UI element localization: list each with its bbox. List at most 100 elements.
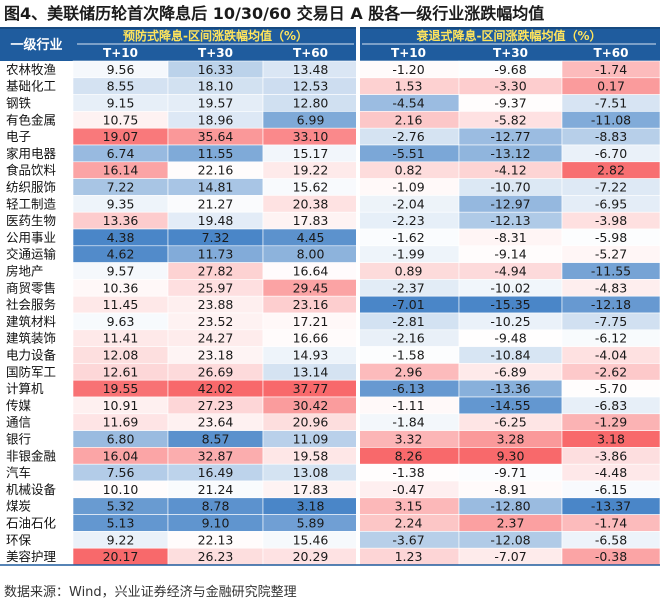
cell-value: 6.80 <box>107 432 135 447</box>
cell-value: -6.89 <box>494 364 526 379</box>
cell-value: 2.82 <box>597 163 625 178</box>
cell-value: 21.27 <box>198 196 234 211</box>
cell-value: -9.48 <box>494 331 526 346</box>
row-label: 电子 <box>6 129 31 144</box>
cell-value: 16.04 <box>103 448 139 463</box>
cell-value: 15.62 <box>293 180 329 195</box>
cell-value: 1.53 <box>395 79 423 94</box>
cell-value: -4.12 <box>494 163 526 178</box>
row-label: 建筑装饰 <box>6 331 56 346</box>
row-label: 国防军工 <box>6 364 56 379</box>
cell-value: 33.10 <box>293 129 329 144</box>
cell-value: -12.08 <box>490 532 530 547</box>
cell-value: 9.63 <box>107 314 135 329</box>
row-label-bg <box>0 145 73 162</box>
cell-value: 16.14 <box>103 163 139 178</box>
cell-value: -0.47 <box>392 482 424 497</box>
cell-value: 10.75 <box>103 112 139 127</box>
cell-value: 8.26 <box>395 448 423 463</box>
cell-value: 6.99 <box>297 112 325 127</box>
group-header-1: 预防式降息-区间涨跌幅均值（%） <box>123 28 308 43</box>
row-label: 家用电器 <box>6 146 57 161</box>
row-label: 食品饮料 <box>6 163 57 178</box>
cell-value: 2.96 <box>395 364 423 379</box>
cell-value: 13.36 <box>103 213 139 228</box>
row-label: 通信 <box>6 415 31 430</box>
cell-value: 3.28 <box>497 432 525 447</box>
cell-value: -12.13 <box>490 213 530 228</box>
cell-value: 1.23 <box>395 549 423 564</box>
cell-value: 11.45 <box>103 297 139 312</box>
cell-value: 4.45 <box>297 230 325 245</box>
cell-value: 9.57 <box>107 264 135 279</box>
cell-value: 26.69 <box>198 364 234 379</box>
cell-value: -2.16 <box>392 331 424 346</box>
cell-value: 8.55 <box>107 79 135 94</box>
cell-value: 9.15 <box>107 96 135 111</box>
cell-value: 11.41 <box>103 331 139 346</box>
cell-value: -10.25 <box>490 314 530 329</box>
cell-value: -12.80 <box>490 499 530 514</box>
cell-value: 18.10 <box>198 79 234 94</box>
row-label: 农林牧渔 <box>6 62 56 77</box>
row-label: 传媒 <box>6 398 32 413</box>
row-label: 石油石化 <box>6 516 57 531</box>
cell-value: 7.22 <box>107 180 135 195</box>
cell-value: 12.61 <box>103 364 139 379</box>
row-label-bg <box>0 464 73 481</box>
cell-value: -3.98 <box>595 213 627 228</box>
cell-value: 13.14 <box>293 364 329 379</box>
cell-value: 5.32 <box>107 499 135 514</box>
cell-value: 23.52 <box>198 314 234 329</box>
cell-value: -2.23 <box>392 213 424 228</box>
cell-value: 7.56 <box>107 465 135 480</box>
row-label-bg <box>0 61 73 78</box>
row-label: 轻工制造 <box>6 196 57 211</box>
cell-value: 22.16 <box>198 163 234 178</box>
cell-value: 8.78 <box>202 499 230 514</box>
column-header-6: T+60 <box>594 46 629 60</box>
cell-value: -1.38 <box>392 465 424 480</box>
cell-value: -2.37 <box>392 280 424 295</box>
row-label: 房地产 <box>6 264 44 279</box>
row-label: 电力设备 <box>6 348 57 363</box>
cell-value: 27.23 <box>198 398 234 413</box>
column-header-3: T+60 <box>293 46 328 60</box>
cell-value: 20.38 <box>293 196 329 211</box>
cell-value: 24.27 <box>198 331 234 346</box>
cell-value: 9.56 <box>107 62 135 77</box>
cell-value: 0.82 <box>395 163 423 178</box>
cell-value: 3.15 <box>395 499 423 514</box>
cell-value: -12.97 <box>490 196 530 211</box>
cell-value: -3.67 <box>392 532 424 547</box>
cell-value: -5.98 <box>595 230 627 245</box>
row-label: 环保 <box>6 532 32 547</box>
cell-value: -12.18 <box>591 297 631 312</box>
row-label-bg <box>0 279 73 297</box>
cell-value: 26.23 <box>198 549 234 564</box>
cell-value: 3.18 <box>297 499 325 514</box>
cell-value: -0.38 <box>595 549 627 564</box>
cell-value: 3.32 <box>395 432 423 447</box>
cell-value: 11.73 <box>198 247 234 262</box>
cell-value: 42.02 <box>198 381 234 396</box>
row-label-bg <box>0 262 73 280</box>
cell-value: 10.36 <box>103 280 139 295</box>
cell-value: -7.07 <box>494 549 526 564</box>
row-label: 计算机 <box>6 381 44 396</box>
cell-value: -13.37 <box>591 499 631 514</box>
cell-value: 29.45 <box>293 280 329 295</box>
cell-value: 25.97 <box>198 280 234 295</box>
cell-value: 23.18 <box>198 348 234 363</box>
cell-value: 14.81 <box>198 180 234 195</box>
cell-value: -8.83 <box>595 129 627 144</box>
row-header-label: 一级行业 <box>10 37 62 53</box>
cell-value: 15.17 <box>293 146 329 161</box>
cell-value: 16.33 <box>198 62 234 77</box>
cell-value: 9.22 <box>107 532 135 547</box>
column-header-2: T+30 <box>198 46 233 60</box>
cell-value: 32.87 <box>198 448 234 463</box>
row-label: 钢铁 <box>6 96 32 111</box>
cell-value: -1.84 <box>392 415 424 430</box>
